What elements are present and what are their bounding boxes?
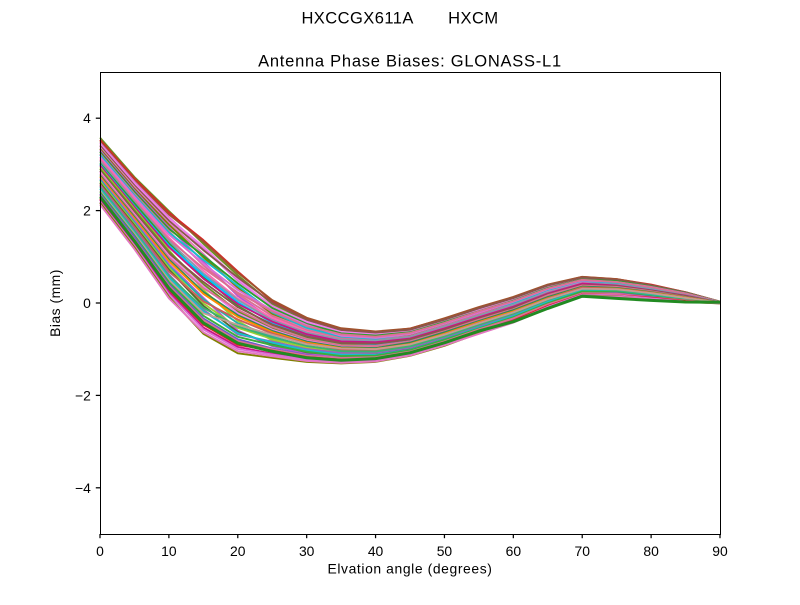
svg-text:80: 80: [643, 543, 659, 559]
svg-text:−4: −4: [75, 480, 91, 496]
svg-text:Elvation angle (degrees): Elvation angle (degrees): [328, 561, 493, 577]
svg-text:−2: −2: [75, 387, 91, 403]
svg-text:70: 70: [574, 543, 590, 559]
svg-text:0: 0: [96, 543, 104, 559]
svg-text:10: 10: [161, 543, 177, 559]
svg-text:40: 40: [368, 543, 384, 559]
svg-text:30: 30: [299, 543, 315, 559]
svg-text:0: 0: [83, 295, 91, 311]
svg-text:50: 50: [437, 543, 453, 559]
svg-text:90: 90: [712, 543, 728, 559]
svg-text:20: 20: [230, 543, 246, 559]
svg-text:Bias (mm): Bias (mm): [47, 269, 63, 337]
svg-text:HXCCGX611A HXCM: HXCCGX611A HXCM: [301, 10, 498, 28]
svg-text:60: 60: [506, 543, 522, 559]
svg-text:2: 2: [83, 203, 91, 219]
svg-text:4: 4: [83, 110, 91, 126]
svg-text:Antenna Phase Biases: GLONASS-: Antenna Phase Biases: GLONASS-L1: [258, 52, 562, 70]
